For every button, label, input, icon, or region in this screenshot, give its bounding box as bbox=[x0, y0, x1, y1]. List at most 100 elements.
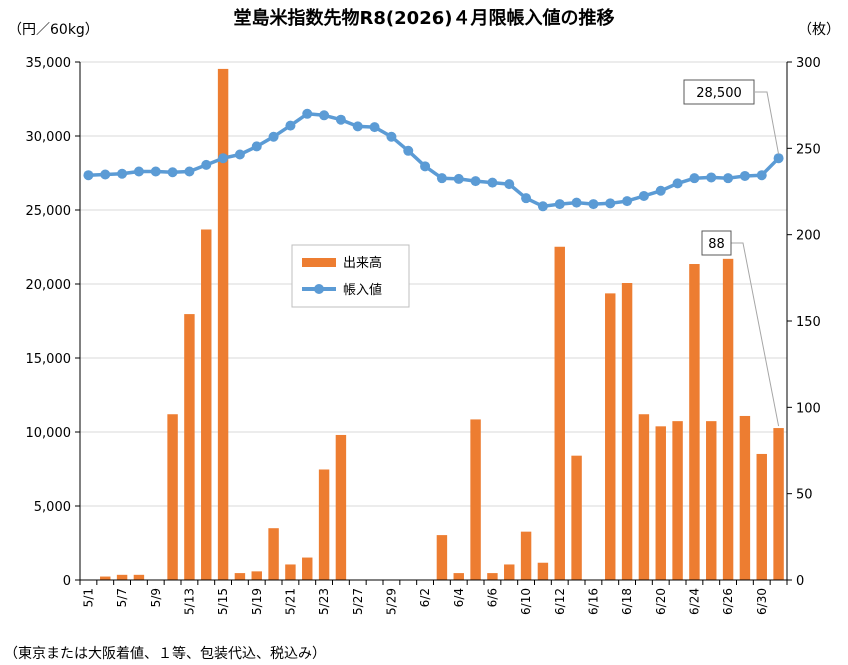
x-tick-label: 5/29 bbox=[384, 588, 398, 615]
volume-bar bbox=[133, 574, 145, 580]
price-point bbox=[285, 120, 296, 131]
volume-bar bbox=[554, 246, 565, 580]
x-tick-label: 5/7 bbox=[115, 588, 129, 607]
x-tick-label: 5/23 bbox=[317, 588, 331, 615]
volume-callout-leader bbox=[731, 242, 780, 427]
price-point bbox=[689, 173, 700, 184]
price-point bbox=[672, 178, 683, 189]
price-point bbox=[100, 169, 111, 180]
x-tick-label: 6/2 bbox=[418, 588, 432, 607]
volume-bar bbox=[318, 469, 330, 580]
price-point bbox=[302, 108, 313, 119]
volume-bar bbox=[672, 421, 683, 580]
volume-bar bbox=[184, 314, 195, 580]
x-tick-label: 6/18 bbox=[620, 588, 634, 615]
left-axis-unit: （円／60kg） bbox=[8, 22, 99, 38]
volume-bar bbox=[251, 571, 262, 580]
left-tick-label: 30,000 bbox=[26, 130, 72, 145]
volume-bar bbox=[234, 573, 246, 580]
axes: 0 5,000 10,000 15,000 20,000 25,000 30,000 35,0… bbox=[26, 56, 821, 615]
x-tick-label: 6/4 bbox=[452, 588, 466, 607]
legend-box bbox=[291, 244, 410, 308]
volume-bar bbox=[722, 258, 734, 580]
x-tick-label: 6/12 bbox=[553, 588, 567, 615]
volume-bar bbox=[436, 535, 448, 580]
price-point bbox=[184, 166, 195, 177]
volume-callout-box bbox=[701, 230, 732, 256]
volume-callout-label: 88 bbox=[708, 237, 725, 252]
x-tick-label: 6/10 bbox=[519, 588, 533, 615]
price-point bbox=[420, 161, 431, 172]
price-point bbox=[521, 193, 532, 204]
price-point bbox=[638, 190, 649, 201]
x-tick-label: 5/15 bbox=[216, 588, 230, 615]
price-point bbox=[706, 172, 717, 183]
right-tick-label: 0 bbox=[796, 574, 804, 589]
price-point bbox=[268, 131, 279, 142]
volume-bar bbox=[201, 229, 212, 580]
price-point bbox=[756, 170, 767, 181]
volume-bar bbox=[655, 426, 666, 580]
price-point bbox=[133, 166, 144, 177]
right-tick-label: 100 bbox=[796, 401, 821, 416]
x-tick-label: 6/26 bbox=[721, 588, 735, 615]
x-tick-label: 5/27 bbox=[351, 588, 365, 615]
x-tick-label: 6/30 bbox=[755, 588, 769, 615]
volume-bar bbox=[504, 564, 515, 580]
price-point bbox=[83, 170, 94, 181]
x-tick-label: 6/24 bbox=[687, 588, 701, 615]
volume-bar bbox=[638, 414, 650, 580]
price-point bbox=[537, 201, 548, 212]
volume-bar bbox=[571, 455, 582, 580]
volume-bar bbox=[268, 528, 279, 580]
price-point bbox=[773, 153, 784, 164]
left-tick-label: 0 bbox=[63, 574, 71, 589]
volume-bar bbox=[773, 428, 784, 580]
right-tick-label: 300 bbox=[796, 56, 821, 71]
price-point bbox=[352, 121, 363, 132]
volume-bar bbox=[706, 421, 717, 580]
legend-swatch-volume bbox=[302, 258, 336, 267]
x-tick-label: 5/1 bbox=[81, 588, 95, 607]
right-tick-label: 150 bbox=[796, 315, 821, 330]
right-tick-label: 200 bbox=[796, 229, 821, 244]
left-tick-label: 15,000 bbox=[26, 352, 72, 367]
legend-marker-price bbox=[314, 284, 324, 294]
volume-bar bbox=[520, 531, 532, 580]
price-point bbox=[655, 185, 666, 196]
price-point bbox=[554, 199, 565, 210]
price-point bbox=[436, 173, 447, 184]
price-point bbox=[605, 198, 616, 209]
x-tick-label: 5/13 bbox=[182, 588, 196, 615]
left-tick-label: 35,000 bbox=[26, 56, 72, 71]
volume-bar bbox=[470, 419, 481, 580]
price-point bbox=[234, 149, 245, 160]
legend-label-price: 帳入値 bbox=[343, 282, 382, 298]
gridlines bbox=[80, 61, 787, 507]
price-point bbox=[739, 170, 750, 181]
price-callout-leader bbox=[755, 91, 780, 155]
volume-bar bbox=[167, 414, 178, 580]
right-tick-label: 50 bbox=[796, 488, 813, 503]
x-tick-label: 6/16 bbox=[586, 588, 600, 615]
price-point bbox=[218, 153, 229, 164]
volume-bar bbox=[689, 264, 700, 580]
legend: 出来高 帳入値 bbox=[291, 244, 410, 308]
x-tick-label: 5/21 bbox=[283, 588, 297, 615]
price-point bbox=[386, 131, 397, 142]
volume-bar bbox=[605, 293, 616, 580]
volume-bar bbox=[335, 434, 347, 580]
price-point bbox=[487, 177, 498, 188]
callouts: 28,500 88 bbox=[683, 79, 780, 427]
volume-bars bbox=[100, 68, 784, 580]
price-point bbox=[403, 145, 414, 156]
price-point bbox=[201, 159, 212, 170]
price-point bbox=[622, 196, 633, 207]
volume-bar bbox=[756, 453, 767, 580]
legend-label-volume: 出来高 bbox=[343, 255, 382, 271]
price-point bbox=[117, 168, 128, 179]
right-tick-label: 250 bbox=[796, 142, 821, 157]
left-tick-label: 20,000 bbox=[26, 278, 72, 293]
x-tick-label: 5/19 bbox=[250, 588, 264, 615]
